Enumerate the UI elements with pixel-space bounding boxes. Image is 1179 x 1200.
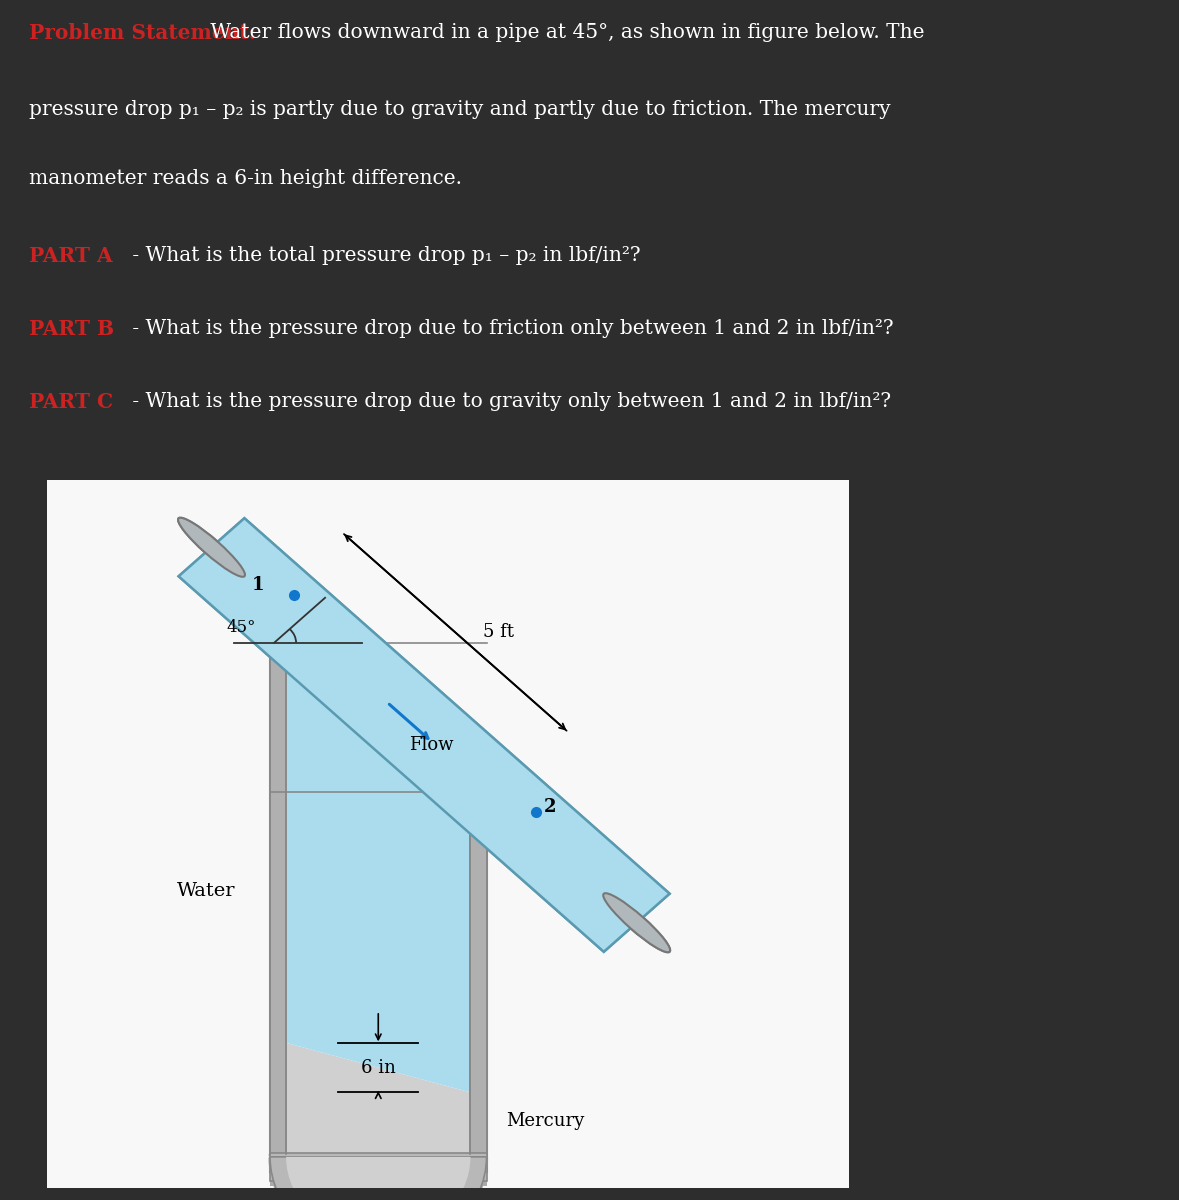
Wedge shape	[286, 1157, 470, 1200]
Text: Water flows downward in a pipe at 45°, as shown in figure below. The: Water flows downward in a pipe at 45°, a…	[204, 23, 924, 42]
Polygon shape	[286, 643, 470, 1092]
Bar	[470, 792, 487, 1158]
Wedge shape	[270, 1154, 487, 1200]
Text: - What is the pressure drop due to friction only between 1 and 2 in lbf/in²?: - What is the pressure drop due to frict…	[126, 319, 894, 338]
Polygon shape	[286, 1043, 470, 1154]
Text: Mercury: Mercury	[507, 1111, 585, 1129]
Ellipse shape	[604, 893, 670, 953]
Bar	[270, 643, 286, 1154]
Polygon shape	[286, 643, 470, 1091]
Text: 2: 2	[544, 798, 555, 816]
Text: pressure drop p₁ – p₂ is partly due to gravity and partly due to friction. The m: pressure drop p₁ – p₂ is partly due to g…	[29, 101, 891, 119]
Text: PART A: PART A	[29, 246, 113, 266]
Bar	[270, 1154, 487, 1186]
Text: 45°: 45°	[226, 619, 256, 636]
Wedge shape	[286, 1158, 470, 1200]
Bar	[470, 792, 487, 1154]
Text: manometer reads a 6-in height difference.: manometer reads a 6-in height difference…	[29, 169, 462, 187]
Ellipse shape	[178, 517, 245, 577]
Polygon shape	[286, 1039, 470, 1154]
Text: Problem Statement:: Problem Statement:	[29, 23, 257, 43]
Text: PART B: PART B	[29, 319, 114, 340]
Text: Water: Water	[177, 882, 235, 900]
Bar	[270, 1152, 487, 1181]
Polygon shape	[286, 1039, 470, 1154]
FancyBboxPatch shape	[39, 473, 857, 1195]
Ellipse shape	[604, 893, 670, 953]
Wedge shape	[285, 1154, 472, 1200]
Text: 6 in: 6 in	[361, 1058, 396, 1076]
Wedge shape	[286, 1158, 470, 1200]
Text: - What is the total pressure drop p₁ – p₂ in lbf/in²?: - What is the total pressure drop p₁ – p…	[126, 246, 640, 265]
Polygon shape	[179, 518, 670, 952]
Wedge shape	[269, 1158, 488, 1200]
Text: Flow: Flow	[409, 736, 454, 754]
Wedge shape	[270, 1157, 487, 1200]
Text: 5 ft: 5 ft	[483, 623, 514, 641]
Polygon shape	[286, 643, 470, 1154]
Text: - What is the pressure drop due to gravity only between 1 and 2 in lbf/in²?: - What is the pressure drop due to gravi…	[126, 392, 891, 412]
Text: PART C: PART C	[29, 392, 113, 412]
Bar	[270, 643, 286, 1158]
Text: 1: 1	[251, 576, 264, 594]
Polygon shape	[179, 518, 670, 952]
Ellipse shape	[178, 517, 245, 577]
Polygon shape	[270, 643, 487, 1171]
